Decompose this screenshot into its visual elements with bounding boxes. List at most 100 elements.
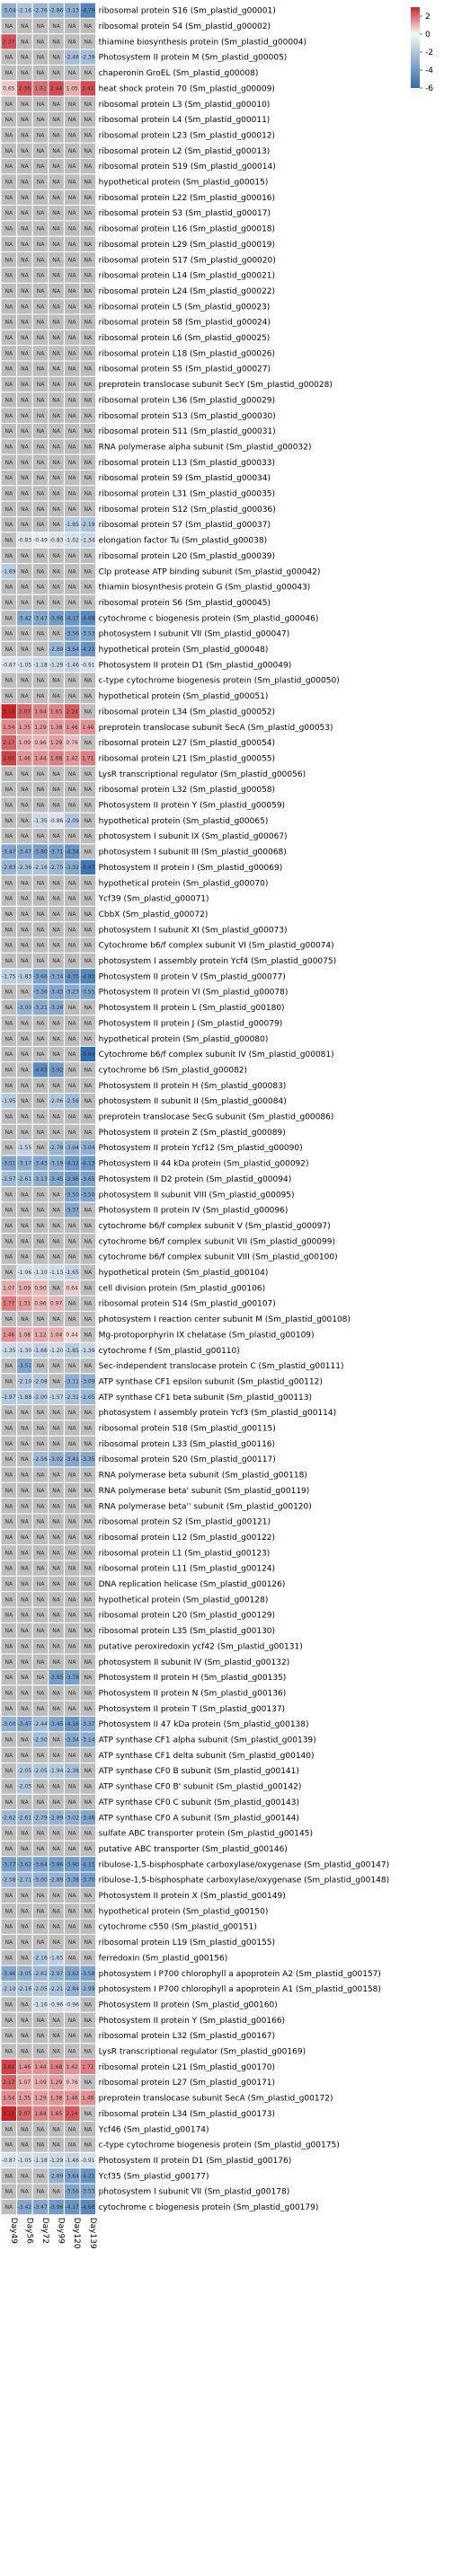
cell-value-label: NA (52, 1410, 60, 1416)
cell-value-label: NA (52, 1503, 60, 1509)
cell-value-label: NA (37, 491, 45, 497)
cell-value-label: NA (21, 1924, 29, 1930)
cell-value-label: 1.46 (67, 2096, 79, 2102)
row-label: ribosomal protein L29 (Sm_plastid_g00019… (99, 241, 275, 250)
cell-value-label: NA (21, 303, 29, 310)
cell-value-label: NA (5, 273, 13, 279)
cell-value-label: NA (68, 226, 76, 233)
cell-value-label: 1.46 (19, 2064, 31, 2070)
cell-value-label: NA (21, 1503, 29, 1509)
cell-value-label: -3.66 (33, 973, 48, 980)
row-label: ribosomal protein L3 (Sm_plastid_g00010) (99, 101, 271, 110)
cell-value-label: NA (37, 444, 45, 450)
cell-value-label: NA (5, 1846, 13, 1852)
cell-value-label: NA (5, 1613, 13, 1619)
cell-value-label: NA (5, 2126, 13, 2132)
cell-value-label: NA (37, 1519, 45, 1525)
cell-value-label: NA (68, 39, 76, 45)
cell-value-label: NA (84, 2033, 93, 2039)
cell-value-label: NA (5, 1550, 13, 1556)
row-label: thiamine biosynthesis protein (Sm_plasti… (99, 38, 306, 47)
row-label: Photosystem II 47 kDa protein (Sm_plasti… (99, 1720, 309, 1729)
cell-value-label: NA (84, 1005, 93, 1011)
cell-value-label: NA (68, 1581, 76, 1587)
cell-value-label: NA (52, 1223, 60, 1229)
cell-value-label: NA (84, 1316, 93, 1323)
row-label: preprotein translocase subunit SecY (Sm_… (99, 381, 333, 390)
cell-value-label: NA (52, 787, 60, 793)
cell-value-label: NA (21, 101, 29, 108)
cell-value-label: -2.36 (18, 865, 32, 871)
cell-value-label: -1.18 (33, 662, 48, 668)
cell-value-label: NA (84, 1363, 93, 1369)
cell-value-label: NA (37, 475, 45, 481)
cell-value-label: NA (84, 1410, 93, 1416)
cell-value-label: -4.68 (81, 2204, 95, 2211)
cell-value-label: -3.46 (81, 1815, 95, 1821)
row-label: photosystem I reaction center subunit M … (99, 1315, 351, 1324)
cell-value-label: -2.44 (33, 1721, 48, 1728)
cell-value-label: -3.00 (18, 1005, 32, 1011)
cell-value-label: 1.65 (50, 2111, 63, 2117)
cell-value-label: -3.51 (2, 1161, 16, 1167)
cell-value-label: NA (84, 1067, 93, 1073)
cell-value-label: NA (52, 1659, 60, 1666)
cell-value-label: -3.86 (49, 1861, 64, 1868)
cell-value-label: 3.11 (3, 2111, 15, 2117)
cell-value-label: NA (68, 1846, 76, 1852)
row-label: Ycf35 (Sm_plastid_g00177) (98, 2172, 209, 2181)
cell-value-label: NA (5, 1706, 13, 1712)
cell-value-label: NA (84, 1238, 93, 1244)
row-label: Photosystem II protein IV (Sm_plastid_g0… (99, 1207, 289, 1216)
cell-value-label: NA (84, 553, 93, 559)
row-label: Photosystem II protein D1 (Sm_plastid_g0… (99, 2157, 292, 2166)
cell-value-label: -2.31 (65, 1394, 79, 1401)
cell-value-label: NA (21, 2001, 29, 2008)
cell-value-label: NA (37, 568, 45, 575)
cell-value-label: -3.78 (65, 1675, 79, 1681)
cell-value-label: NA (84, 1596, 93, 1603)
cell-value-label: -2.89 (49, 1815, 64, 1821)
cell-value-label: NA (5, 1145, 13, 1151)
cell-value-label: -3.04 (2, 8, 16, 14)
cell-value-label: NA (68, 1690, 76, 1696)
cell-value-label: NA (52, 210, 60, 216)
cell-value-label: NA (84, 880, 93, 886)
cell-value-label: 1.46 (82, 2096, 94, 2102)
cell-value-label: NA (5, 1456, 13, 1463)
cell-value-label: NA (52, 55, 60, 61)
row-label: photosystem II subunit VIII (Sm_plastid_… (99, 1191, 295, 1200)
cell-value-label: NA (5, 787, 13, 793)
cell-value-label: 1.38 (50, 725, 63, 731)
cell-value-label: NA (68, 1083, 76, 1089)
cell-value-label: NA (68, 366, 76, 373)
cell-value-label: NA (84, 1784, 93, 1790)
cell-value-label: -4.68 (81, 615, 95, 621)
cell-value-label: NA (68, 553, 76, 559)
cell-value-label: NA (84, 366, 93, 373)
cell-value-label: NA (52, 288, 60, 295)
cell-value-label: NA (68, 880, 76, 886)
cell-value-label: -4.34 (65, 849, 79, 856)
row-label: Sec-independent translocase protein C (S… (99, 1362, 344, 1371)
cell-value-label: NA (37, 2142, 45, 2149)
cell-value-label: NA (21, 273, 29, 279)
cell-value-label: 0.64 (67, 1285, 79, 1291)
cell-value-label: -1.85 (65, 1348, 79, 1354)
cell-value-label: NA (68, 585, 76, 591)
row-label: Photosystem II protein X (Sm_plastid_g00… (99, 1892, 286, 1901)
cell-value-label: NA (68, 444, 76, 450)
cell-value-label: -4.13 (81, 1161, 95, 1167)
cell-value-label: NA (84, 303, 93, 310)
cell-value-label: NA (5, 1690, 13, 1696)
cell-value-label: NA (52, 242, 60, 248)
cell-value-label: NA (21, 39, 29, 45)
cell-value-label: NA (5, 615, 13, 621)
cell-value-label: NA (68, 242, 76, 248)
cell-value-label: -2.46 (65, 55, 79, 61)
cell-value-label: NA (84, 1690, 93, 1696)
cell-value-label: 1.07 (19, 2079, 31, 2086)
cell-value-label: -1.13 (49, 1270, 64, 1276)
cell-value-label: NA (5, 693, 13, 699)
